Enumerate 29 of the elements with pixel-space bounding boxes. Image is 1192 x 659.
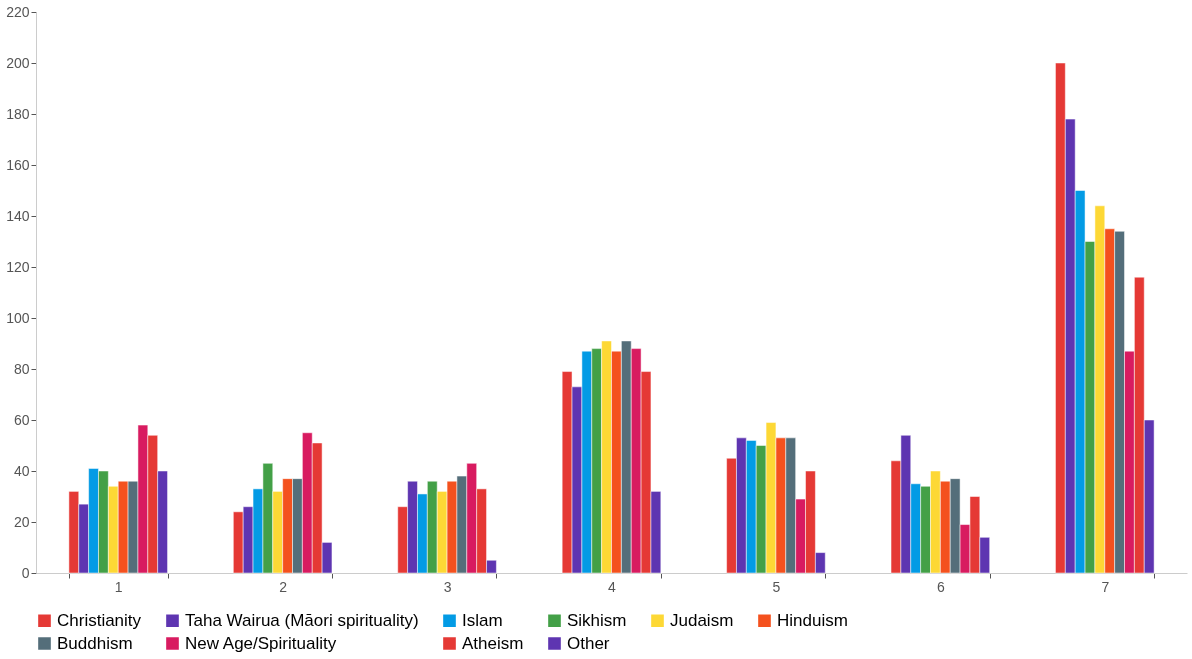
x-tick-label: 7 bbox=[1101, 578, 1110, 595]
x-tick-label: 6 bbox=[936, 578, 945, 595]
x-tick-label: 1 bbox=[114, 578, 123, 595]
legend-label: Sikhism bbox=[567, 610, 627, 630]
legend-label: Islam bbox=[462, 610, 503, 630]
x-tick-label: 4 bbox=[608, 578, 617, 595]
y-tick-label: 160 bbox=[6, 156, 30, 173]
x-tick-label: 3 bbox=[443, 578, 452, 595]
legend-label: New Age/Spirituality bbox=[185, 633, 337, 653]
legend-label: Atheism bbox=[462, 633, 524, 653]
y-tick-label: 220 bbox=[6, 3, 30, 20]
x-tick-label: 2 bbox=[279, 578, 288, 595]
legend-label: Judaism bbox=[670, 610, 734, 630]
legend-label: Other bbox=[567, 633, 610, 653]
y-tick-label: 120 bbox=[6, 258, 30, 275]
legend-label: Taha Wairua (Māori spirituality) bbox=[185, 610, 419, 630]
y-tick-label: 100 bbox=[6, 309, 30, 326]
y-tick-label: 80 bbox=[13, 360, 30, 377]
legend-label: Christianity bbox=[57, 610, 142, 630]
y-tick-label: 200 bbox=[6, 54, 30, 71]
y-tick-label: 40 bbox=[13, 462, 30, 479]
y-tick-label: 180 bbox=[6, 105, 30, 122]
y-tick-label: 20 bbox=[13, 513, 30, 530]
y-tick-label: 60 bbox=[13, 411, 30, 428]
legend-label: Hinduism bbox=[777, 610, 848, 630]
y-tick-label: 140 bbox=[6, 207, 30, 224]
y-tick-label: 0 bbox=[21, 564, 30, 581]
x-tick-label: 5 bbox=[772, 578, 781, 595]
legend-label: Buddhism bbox=[57, 633, 133, 653]
